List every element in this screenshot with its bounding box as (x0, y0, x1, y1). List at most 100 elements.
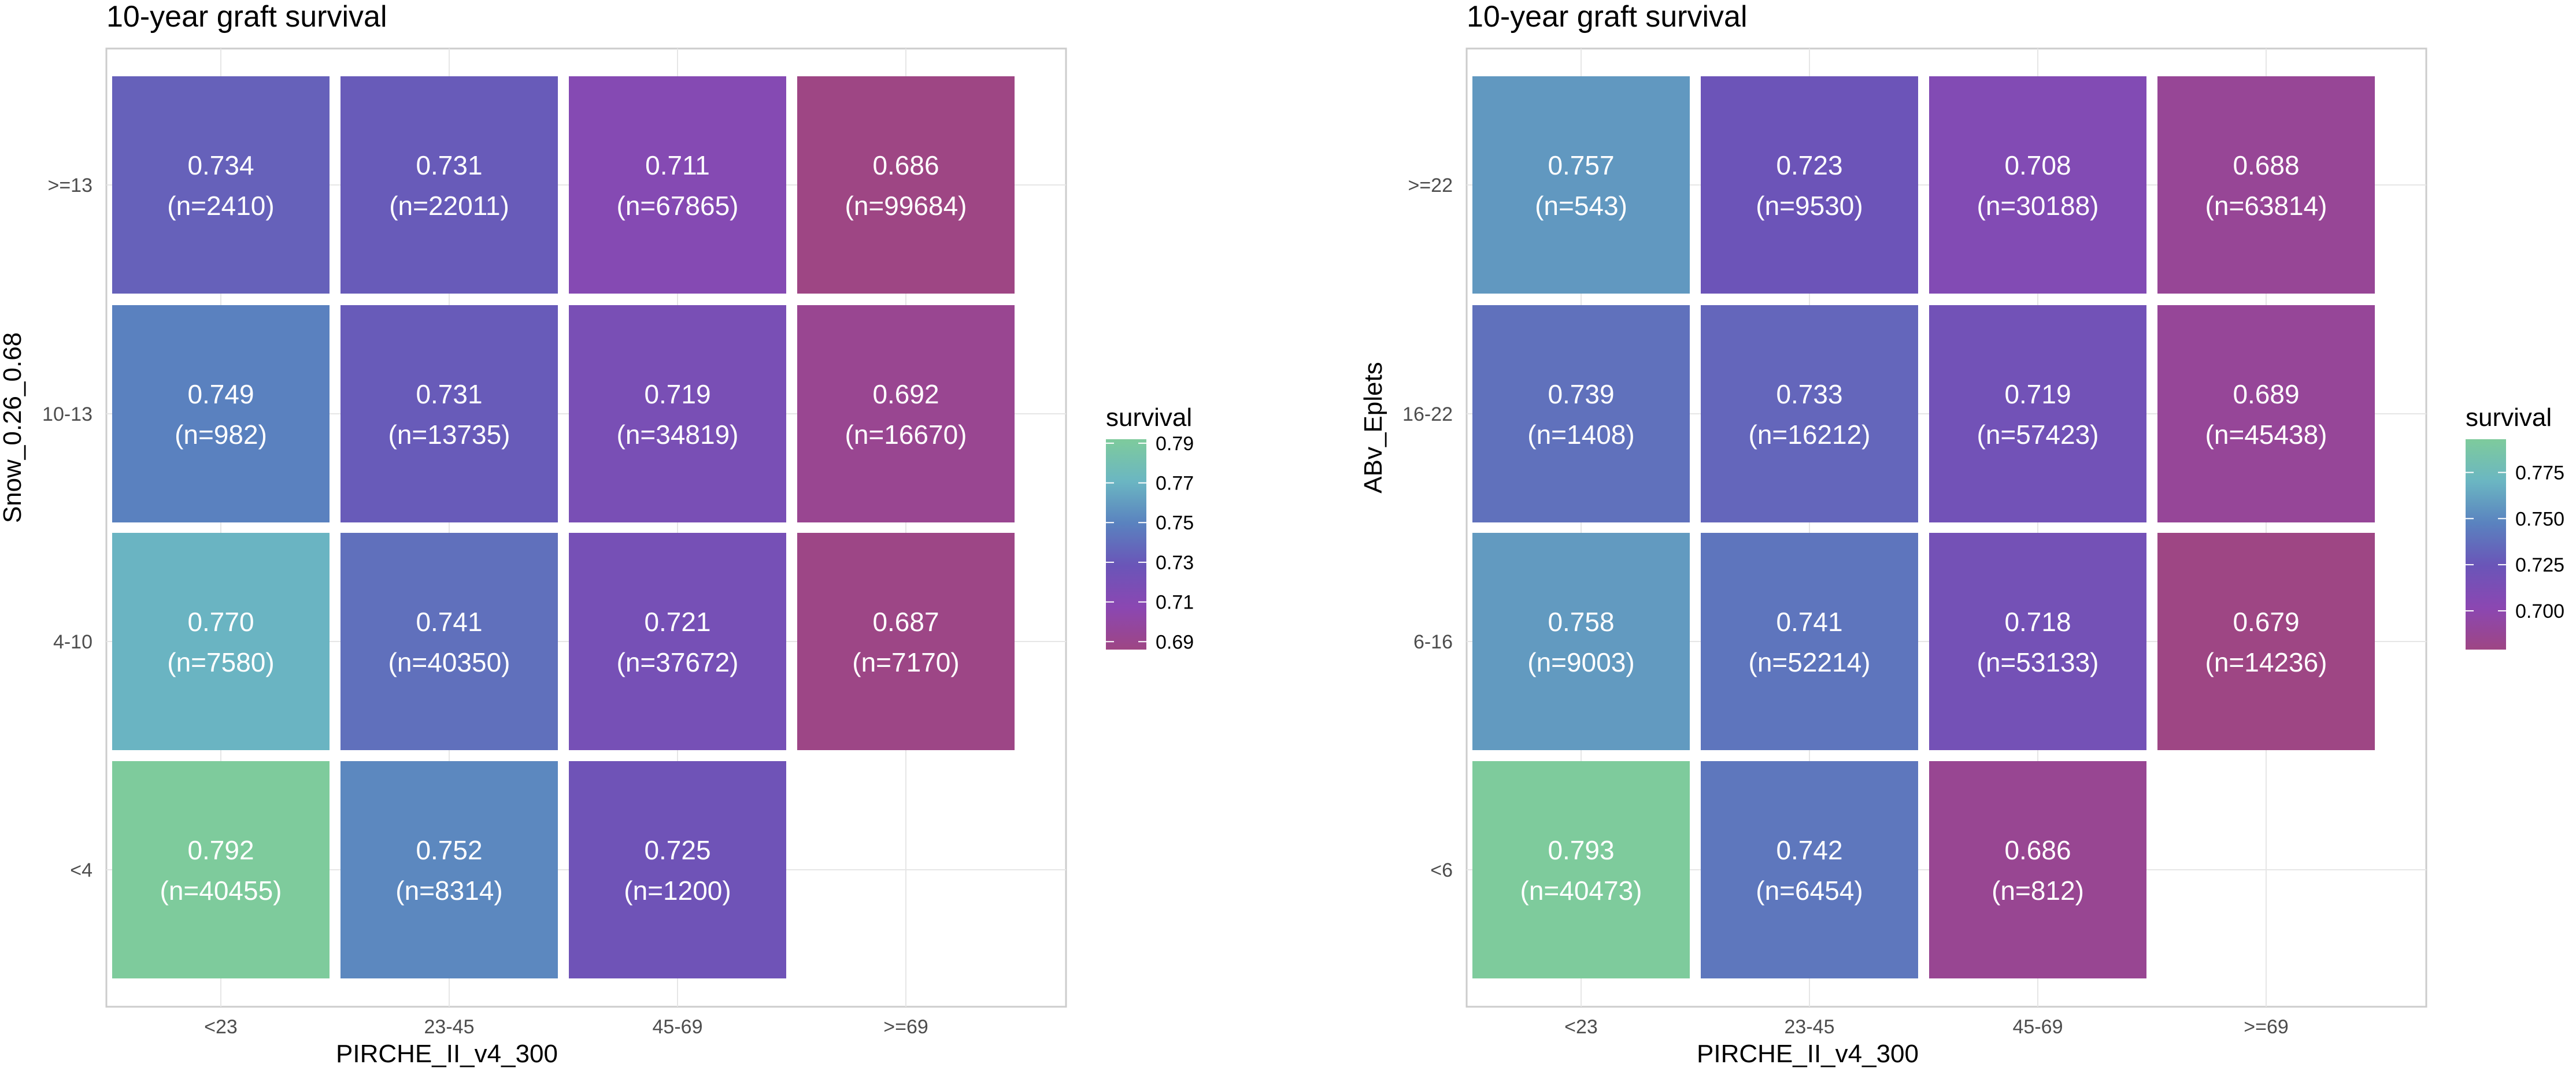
cell-value-label: 0.718 (2004, 607, 2071, 637)
cell-value-label: 0.792 (187, 835, 254, 865)
x-axis-label: PIRCHE_II_v4_300 (336, 1040, 558, 1068)
cell-count-label: (n=45438) (2205, 420, 2327, 450)
heatmap-cell-fill (1929, 761, 2146, 978)
cell-value-label: 0.741 (416, 607, 482, 637)
y-tick-label: >=13 (47, 175, 92, 196)
y-axis-label: ABv_Eplets (1359, 362, 1387, 493)
heatmap-cell-fill (569, 761, 786, 978)
cell-count-label: (n=63814) (2205, 191, 2327, 221)
legend-tick-label: 0.79 (1156, 433, 1194, 455)
heatmap-cell: 0.733 (n=16212) (1701, 305, 1918, 522)
heatmap-cell: 0.731 (n=13735) (340, 305, 558, 522)
y-axis-label: Snow_0.26_0.68 (0, 332, 27, 523)
x-tick-label: 23-45 (1785, 1016, 1835, 1038)
cell-value-label: 0.742 (1776, 835, 1842, 865)
heatmap-cell: 0.770 (n=7580) (112, 533, 330, 750)
cell-value-label: 0.725 (644, 835, 710, 865)
heatmap-cell: 0.719 (n=57423) (1929, 305, 2146, 522)
heatmap-cell-fill (2157, 533, 2375, 750)
heatmap-cell-fill (2157, 305, 2375, 522)
y-tick-label: <4 (70, 859, 92, 881)
legend-tick-label: 0.725 (2515, 554, 2564, 576)
heatmap-cell: 0.725 (n=1200) (569, 761, 786, 978)
legend-tick-label: 0.75 (1156, 512, 1194, 534)
cell-count-label: (n=8314) (395, 876, 502, 906)
x-tick-label: <23 (1564, 1016, 1598, 1038)
cell-count-label: (n=40350) (388, 647, 510, 677)
cell-value-label: 0.721 (644, 607, 710, 637)
cell-value-label: 0.688 (2233, 150, 2299, 180)
cell-value-label: 0.757 (1548, 150, 1614, 180)
legend: survival 0.79 0.77 0.75 0.73 0.71 0.69 (1106, 403, 1194, 653)
y-tick-label: >=22 (1408, 175, 1453, 196)
cell-count-label: (n=7170) (852, 647, 959, 677)
heatmap-cell: 0.739 (n=1408) (1472, 305, 1690, 522)
cell-value-label: 0.719 (644, 379, 710, 409)
y-tick-label: 16-22 (1402, 403, 1453, 425)
cell-value-label: 0.741 (1776, 607, 1842, 637)
heatmap-cell: 0.688 (n=63814) (2157, 76, 2375, 294)
legend-tick-label: 0.73 (1156, 552, 1194, 574)
heatmap-cell: 0.734 (n=2410) (112, 76, 330, 294)
cell-value-label: 0.687 (872, 607, 939, 637)
cell-value-label: 0.708 (2004, 150, 2071, 180)
cell-count-label: (n=40473) (1520, 876, 1642, 906)
heatmap-cell: 0.692 (n=16670) (797, 305, 1015, 522)
cell-count-label: (n=9530) (1756, 191, 1863, 221)
x-tick-label: <23 (204, 1016, 238, 1038)
cell-count-label: (n=99684) (845, 191, 967, 221)
heatmap-cell: 0.793 (n=40473) (1472, 761, 1690, 978)
heatmap-cell: 0.752 (n=8314) (340, 761, 558, 978)
cell-count-label: (n=67865) (617, 191, 739, 221)
cell-count-label: (n=6454) (1756, 876, 1863, 906)
cell-count-label: (n=16212) (1749, 420, 1871, 450)
heatmap-cell-fill (112, 533, 330, 750)
heatmap-cell-fill (797, 76, 1015, 294)
heatmap-cell: 0.757 (n=543) (1472, 76, 1690, 294)
cell-value-label: 0.692 (872, 379, 939, 409)
cell-value-label: 0.793 (1548, 835, 1614, 865)
chart-title: 10-year graft survival (106, 0, 387, 34)
heatmap-cell-fill (340, 305, 558, 522)
heatmap-cell-fill (569, 305, 786, 522)
x-tick-label: >=69 (2244, 1016, 2289, 1038)
y-tick-label: 10-13 (42, 403, 92, 425)
cell-value-label: 0.689 (2233, 379, 2299, 409)
heatmap-cell-fill (1929, 76, 2146, 294)
heatmap-cell-fill (569, 533, 786, 750)
cell-value-label: 0.686 (2004, 835, 2071, 865)
cell-count-label: (n=30188) (1977, 191, 2099, 221)
legend-tick-label: 0.69 (1156, 631, 1194, 653)
legend-title: survival (1106, 403, 1192, 432)
heatmap-cell: 0.742 (n=6454) (1701, 761, 1918, 978)
heatmap-cell-fill (797, 305, 1015, 522)
heatmap-cell-fill (112, 305, 330, 522)
cell-count-label: (n=53133) (1977, 647, 2099, 677)
legend-tick-label: 0.750 (2515, 508, 2564, 530)
cell-count-label: (n=1408) (1527, 420, 1634, 450)
cell-count-label: (n=2410) (167, 191, 274, 221)
heatmap-cell: 0.711 (n=67865) (569, 76, 786, 294)
cell-value-label: 0.731 (416, 379, 482, 409)
legend-title: survival (2466, 403, 2552, 432)
heatmap-cell-fill (797, 533, 1015, 750)
cell-count-label: (n=13735) (388, 420, 510, 450)
cell-value-label: 0.749 (187, 379, 254, 409)
cell-count-label: (n=982) (175, 420, 267, 450)
heatmap-cell-fill (1472, 761, 1690, 978)
heatmap-cell: 0.758 (n=9003) (1472, 533, 1690, 750)
y-tick-label: 6-16 (1413, 631, 1453, 653)
cell-count-label: (n=16670) (845, 420, 967, 450)
heatmap-cell: 0.686 (n=812) (1929, 761, 2146, 978)
heatmap-cell: 0.689 (n=45438) (2157, 305, 2375, 522)
heatmap-cell-fill (1701, 761, 1918, 978)
cell-value-label: 0.711 (645, 150, 710, 180)
heatmap-cell: 0.741 (n=40350) (340, 533, 558, 750)
y-tick-label: <6 (1430, 859, 1453, 881)
cell-value-label: 0.734 (187, 150, 254, 180)
cell-count-label: (n=40455) (160, 876, 282, 906)
cell-value-label: 0.679 (2233, 607, 2299, 637)
cell-value-label: 0.770 (187, 607, 254, 637)
heatmap-cell: 0.708 (n=30188) (1929, 76, 2146, 294)
heatmap-cell: 0.731 (n=22011) (340, 76, 558, 294)
